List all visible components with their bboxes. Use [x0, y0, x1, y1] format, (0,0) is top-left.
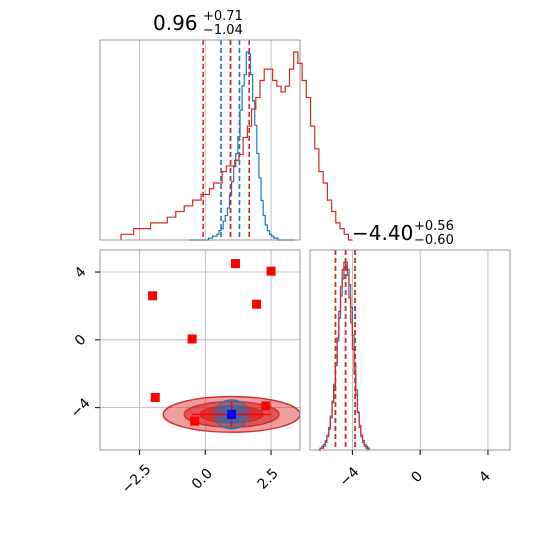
scatter-ytick-label: 4 — [72, 264, 90, 282]
hist-top-title-median: 0.96 — [153, 11, 198, 35]
red-square-marker — [252, 299, 262, 309]
hist-right-title: −4.40 +0.56−0.60 — [352, 219, 454, 248]
hist-bottom-right: −4 0 4 — [309, 249, 511, 490]
hist-right-title-minus: −0.60 — [414, 233, 454, 248]
scatter-bottom-left: −2.5 0.0 2.5 4 0 −4 — [68, 249, 301, 497]
hist-top-title: 0.96 +0.71−1.04 — [153, 9, 243, 38]
hist-right-xtick-label: −4 — [337, 464, 363, 490]
red-square-marker — [148, 291, 158, 301]
red-square-marker — [261, 401, 271, 411]
scatter-xtick-label: 0.0 — [189, 466, 216, 493]
hist-right-xtick-label: 0 — [409, 468, 427, 486]
hist-top-border — [99, 39, 301, 241]
hist-right-bg — [310, 250, 510, 450]
hist-right-xtick-label: 4 — [476, 468, 494, 486]
red-square-marker — [190, 416, 200, 426]
red-square-marker — [266, 266, 276, 276]
scatter-plot-area — [148, 259, 300, 433]
red-square-marker — [187, 334, 197, 344]
hist-right-series-1-steps — [318, 261, 370, 451]
scatter-border — [99, 249, 301, 451]
hist-top-series-0-steps — [189, 51, 295, 241]
hist-top-bg — [100, 40, 300, 240]
hist-right-border — [309, 249, 511, 451]
red-square-marker — [231, 259, 241, 269]
hist-right-title-median: −4.40 — [352, 221, 413, 245]
hist-right-title-plus: +0.56 — [414, 219, 454, 234]
scatter-xtick-label: 2.5 — [255, 466, 282, 493]
scatter-xtick-label: −2.5 — [119, 461, 154, 496]
hist-top-series-1-steps — [120, 51, 353, 241]
hist-top-title-plus: +0.71 — [203, 9, 243, 24]
blue-square-marker — [227, 409, 237, 419]
scatter-ytick-label: 0 — [72, 332, 90, 350]
red-square-marker — [150, 392, 160, 402]
scatter-ytick-label: −4 — [68, 395, 94, 421]
hist-top-title-minus: −1.04 — [203, 23, 243, 38]
hist-top-left — [99, 39, 353, 241]
